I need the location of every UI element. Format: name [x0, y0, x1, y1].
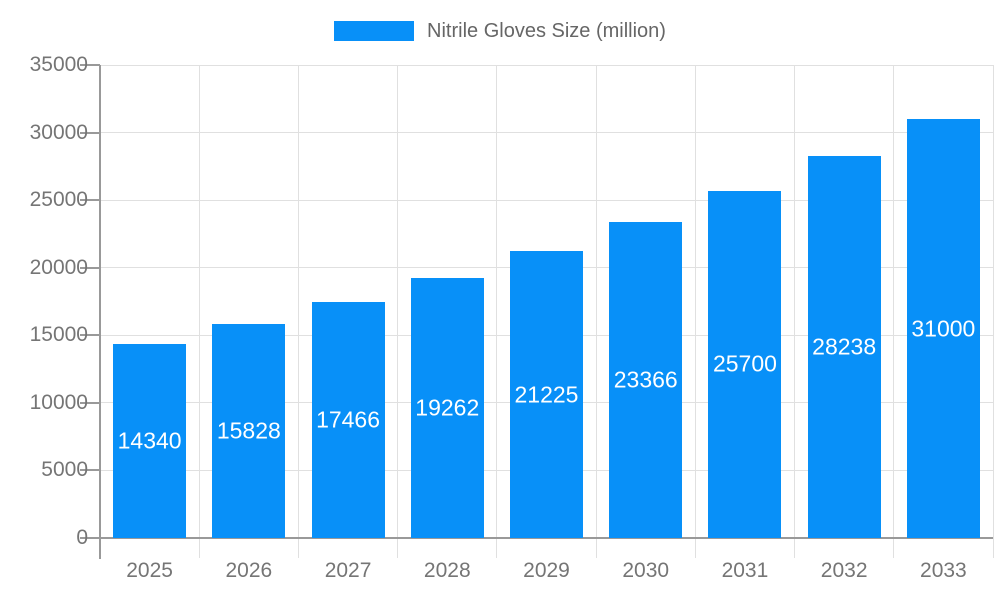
y-gridline [100, 199, 993, 201]
x-gridline [794, 65, 796, 538]
bar-2031[interactable] [708, 190, 782, 538]
y-axis-tick [80, 131, 100, 134]
bar-2025[interactable] [113, 344, 187, 538]
y-axis-tick [80, 334, 100, 337]
x-gridline [198, 65, 200, 538]
x-gridline [595, 65, 597, 538]
y-axis-tick [80, 64, 100, 66]
x-axis-tick [694, 538, 696, 558]
bar-2032[interactable] [807, 156, 881, 538]
bar-2029[interactable] [510, 251, 583, 538]
x-gridline [992, 65, 994, 538]
bar-2033[interactable] [906, 119, 980, 538]
x-axis-tick-label: 2028 [423, 559, 471, 582]
x-gridline [893, 65, 895, 538]
x-axis-tick-label: 2025 [126, 559, 173, 582]
y-axis-tick-label: 30000 [29, 120, 88, 144]
x-axis-tick [297, 538, 299, 558]
x-axis-tick-label: 2031 [721, 559, 769, 582]
y-axis-tick [80, 266, 100, 269]
y-axis-tick-label: 20000 [29, 255, 88, 279]
x-axis-tick-label: 2032 [820, 559, 868, 582]
bar-2027[interactable] [311, 301, 385, 538]
x-axis-tick [794, 538, 796, 558]
y-axis-tick-label: 25000 [29, 188, 88, 212]
x-gridline [397, 65, 399, 538]
x-axis-tick-label: 2030 [622, 559, 670, 582]
x-axis-tick [893, 538, 895, 558]
y-gridline [100, 64, 993, 66]
x-axis-line [99, 537, 993, 539]
y-gridline [100, 132, 993, 134]
x-axis-tick [992, 538, 994, 558]
x-axis-tick-label: 2027 [324, 559, 372, 582]
x-axis-tick [496, 538, 498, 558]
legend[interactable]: Nitrile Gloves Size (million) [0, 20, 1000, 42]
bar-2028[interactable] [410, 277, 484, 538]
y-axis-tick-label: 0 [76, 526, 88, 549]
x-gridline [297, 65, 299, 538]
bar-2026[interactable] [212, 324, 286, 538]
y-axis-tick-label: 10000 [29, 390, 88, 414]
y-axis-tick [80, 199, 100, 202]
x-axis-tick [198, 538, 200, 558]
x-axis-tick-label: 2033 [920, 559, 967, 582]
y-axis-tick-label: 15000 [29, 323, 88, 347]
y-axis-tick-label: 5000 [41, 458, 88, 482]
y-axis-tick [80, 469, 100, 472]
y-axis-line [99, 65, 101, 559]
y-axis-tick [80, 401, 100, 404]
legend-swatch-icon [334, 21, 415, 41]
x-gridline [694, 65, 696, 538]
legend-label: Nitrile Gloves Size (million) [427, 20, 666, 42]
y-axis-tick [80, 537, 100, 539]
x-axis-tick [397, 538, 399, 558]
x-axis-tick [595, 538, 597, 558]
y-axis-tick-label: 35000 [29, 53, 88, 76]
x-axis-tick-label: 2029 [523, 559, 570, 582]
x-axis-tick-label: 2026 [225, 559, 273, 582]
bar-2030[interactable] [609, 222, 683, 538]
x-gridline [496, 65, 498, 538]
